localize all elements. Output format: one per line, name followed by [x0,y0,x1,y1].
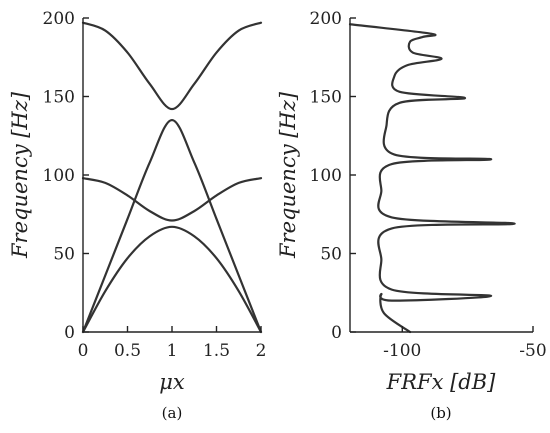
panel-b-y-ticks: 0 50 100 150 200 [310,9,356,343]
panel-a-y-axis-label: Frequency [Hz] [8,91,32,259]
panel-a-x-axis-label: μx [159,370,185,394]
panel-b-x-axis-label: FRFx [dB] [386,370,497,394]
panel-a-x-tick-label: 2 [256,341,267,361]
panel-b-y-tick-label: 100 [310,166,342,186]
panel-a-y-tick-label: 150 [43,88,75,108]
panel-b-x-tick-label: -50 [519,341,546,361]
panel-a-y-tick-label: 100 [43,166,75,186]
panel-a: 0 0.5 1 1.5 2 0 50 100 150 200 μx Frequency [Hz]… [8,9,266,422]
panel-a-series-line-1 [81,225,263,334]
panel-a-curves [81,21,263,334]
panel-a-label: (a) [162,404,183,422]
panel-b-label: (b) [430,404,451,422]
panel-a-y-tick-label: 200 [43,9,75,29]
panel-a-y-ticks: 0 50 100 150 200 [43,9,89,343]
panel-b: -100 -50 0 50 100 150 200 FRFx [dB] Frequency… [276,9,547,422]
panel-a-y-tick-label: 50 [53,245,75,265]
panel-b-y-axis-label: Frequency [Hz] [276,91,300,259]
panel-a-x-ticks: 0 0.5 1 1.5 2 [78,326,267,361]
panel-a-series-line-3 [81,118,263,334]
panel-b-y-tick-label: 50 [320,245,342,265]
panel-b-y-tick-label: 0 [331,323,342,343]
panel-a-x-tick-label: 0 [78,341,89,361]
panel-a-x-tick-label: 1 [167,341,178,361]
panel-a-series-line-4 [81,21,263,111]
panel-a-series-line-2 [81,177,263,222]
panel-a-x-tick-label: 0.5 [114,341,141,361]
panel-b-y-tick-label: 200 [310,9,342,29]
panel-b-series-line-1 [348,23,516,334]
panel-b-x-ticks: -100 -50 [383,326,547,361]
panel-b-y-tick-label: 150 [310,88,342,108]
panel-a-x-tick-label: 1.5 [203,341,230,361]
panel-b-x-tick-label: -100 [383,341,421,361]
panel-b-curves [348,23,516,334]
panel-a-y-tick-label: 0 [64,323,75,343]
